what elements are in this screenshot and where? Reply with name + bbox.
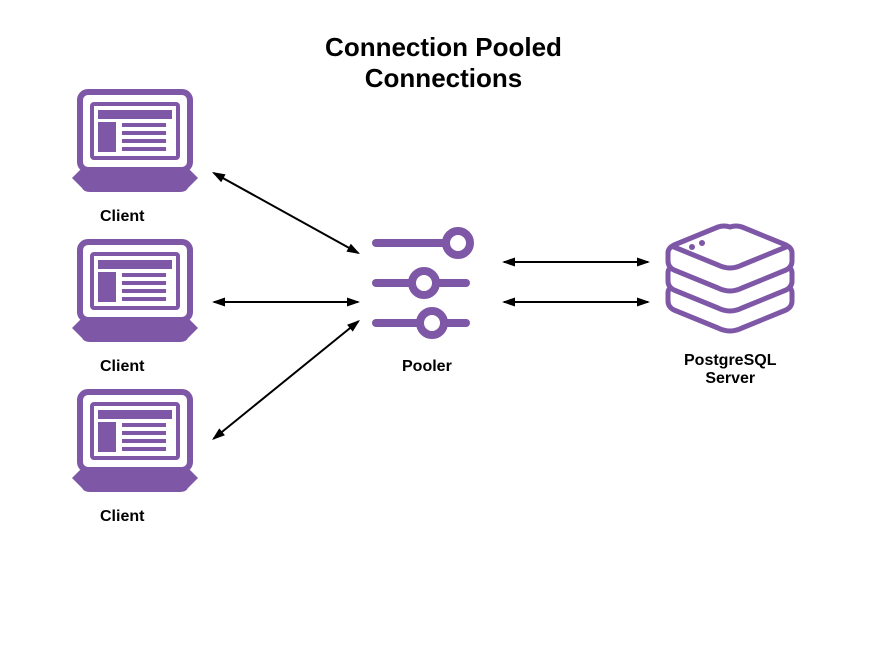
- diagram-stage: Connection PooledConnections Client Clie…: [0, 0, 887, 663]
- database-stack-icon: [668, 226, 792, 331]
- client-1-label: Client: [100, 208, 144, 226]
- connection-arrow: [502, 298, 650, 307]
- client-laptop-icon: [72, 92, 198, 192]
- client-laptop-icon: [72, 242, 198, 342]
- connection-arrow: [502, 258, 650, 267]
- connection-arrow: [212, 298, 360, 307]
- client-2-label: Client: [100, 358, 144, 376]
- connection-arrow: [212, 172, 360, 254]
- client-laptop-icon: [72, 392, 198, 492]
- client-3-label: Client: [100, 508, 144, 526]
- pooler-sliders-icon: [376, 231, 470, 335]
- pooler-label: Pooler: [402, 358, 452, 376]
- diagram-svg: [0, 0, 887, 663]
- server-label: PostgreSQLServer: [684, 352, 776, 389]
- server-label-line-2: Server: [684, 370, 776, 388]
- server-label-line-1: PostgreSQL: [684, 352, 776, 370]
- connection-arrow: [212, 320, 360, 440]
